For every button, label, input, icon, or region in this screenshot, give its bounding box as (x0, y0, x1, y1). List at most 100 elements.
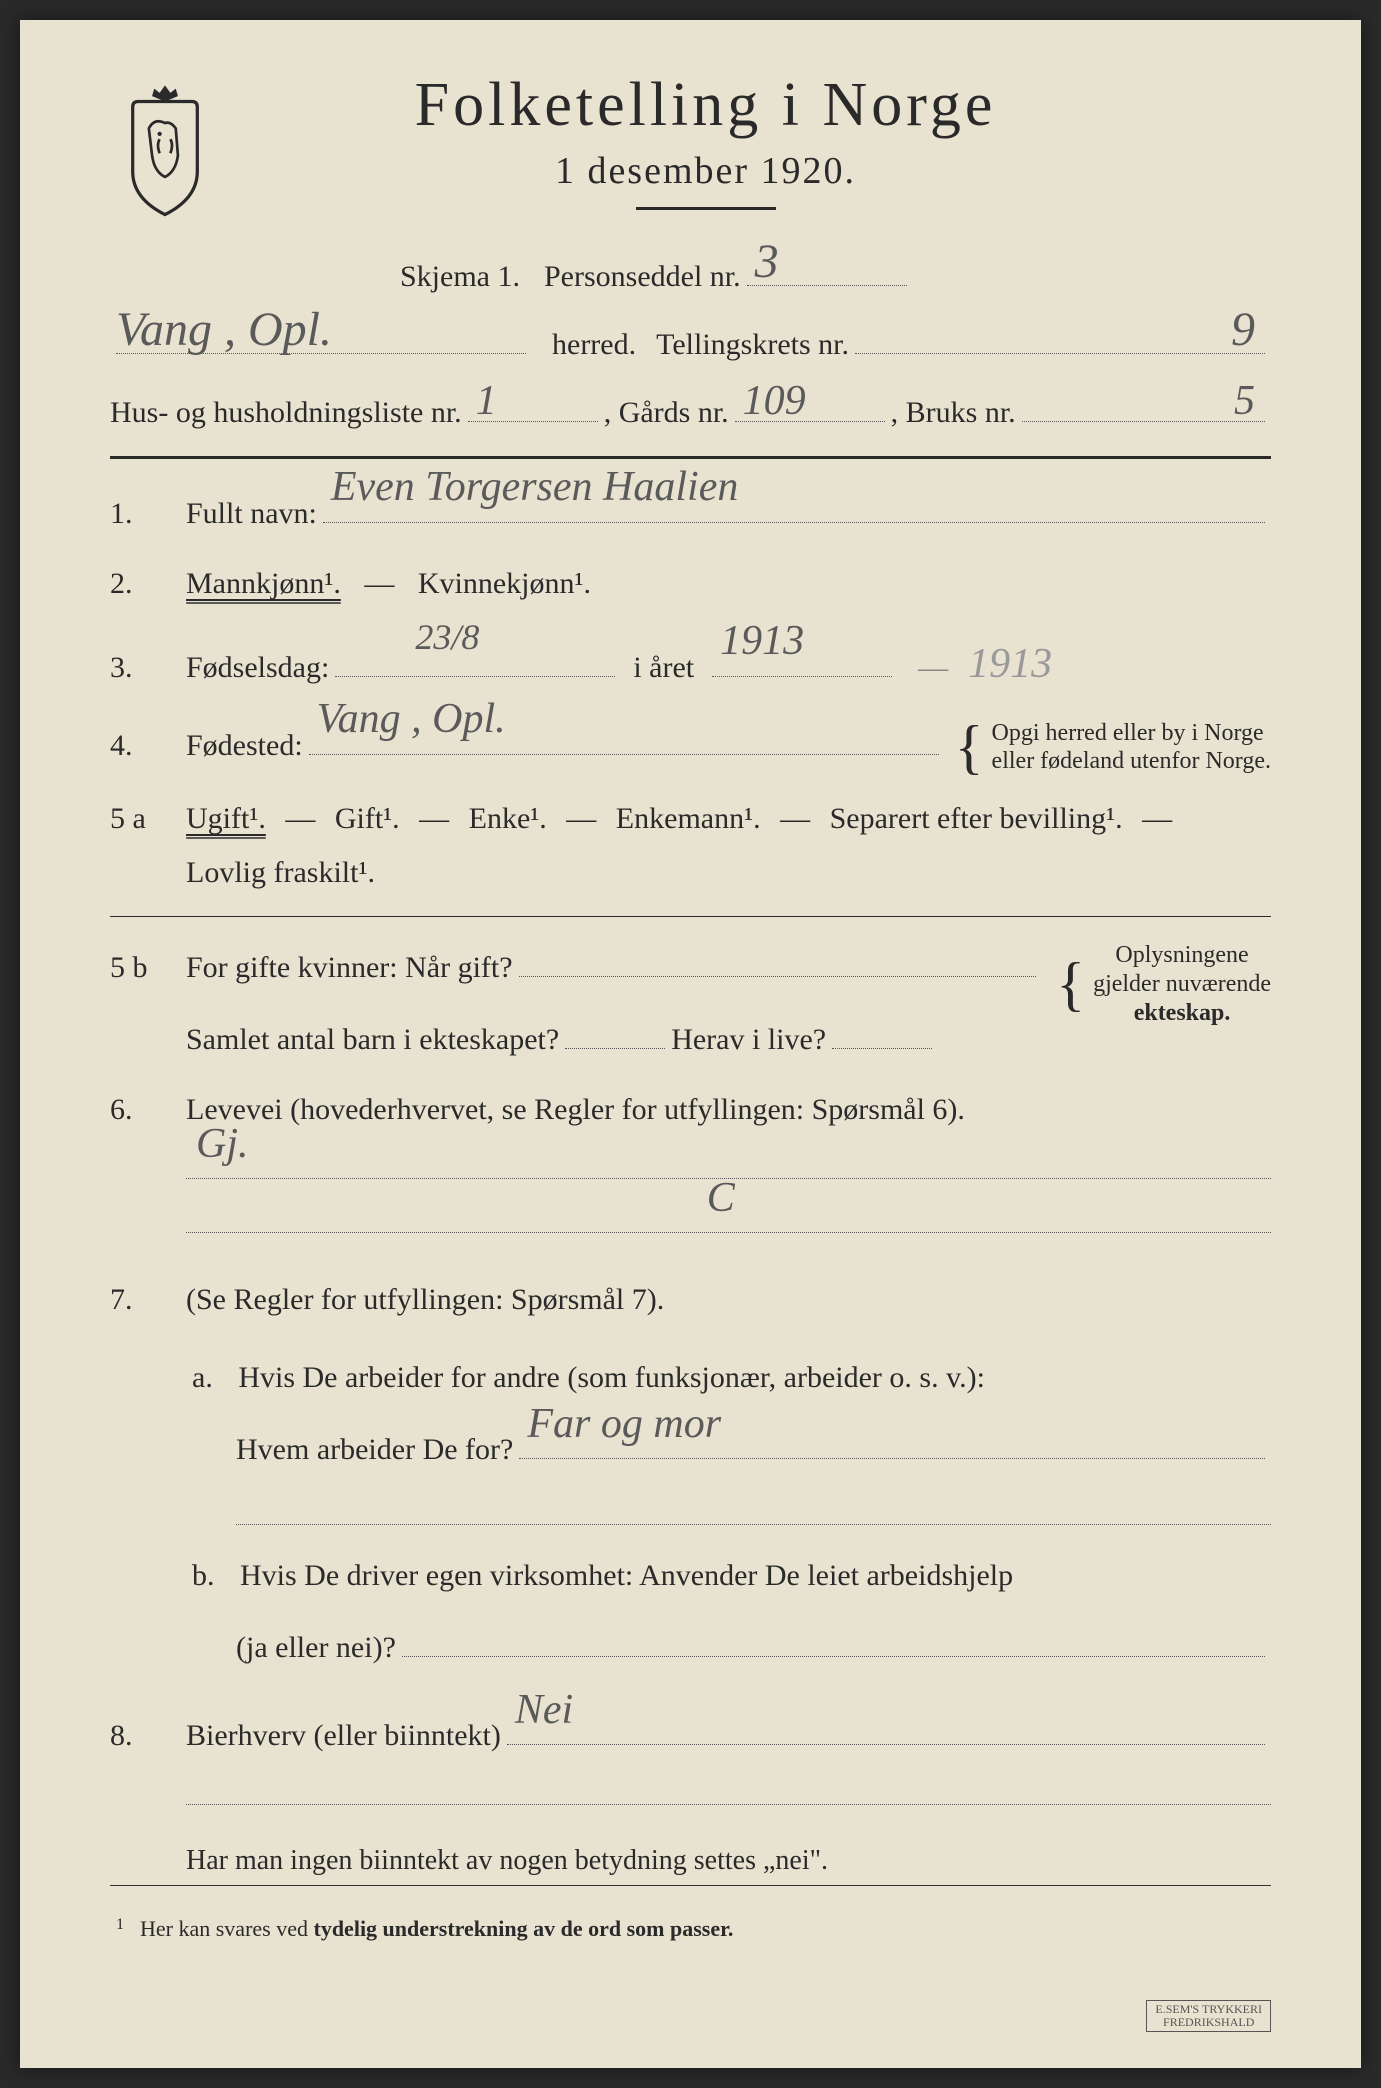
q2-num: 2. (110, 567, 166, 601)
tellingskrets-label: Tellingskrets nr. (656, 328, 849, 362)
q3: 3. Fødselsdag: 23/8 i året 1913 — 1913 (110, 627, 1271, 703)
q4-num: 4. (110, 729, 166, 763)
q5a-opt2: Gift¹. (335, 802, 400, 835)
q7a: a. Hvis De arbeider for andre (som funks… (186, 1351, 1271, 1525)
q7b: b. Hvis De driver egen virksomhet: Anven… (186, 1549, 1271, 1675)
q7b-l1: Hvis De driver egen virksomhet: Anvender… (240, 1559, 1013, 1592)
q3-day-field: 23/8 (335, 641, 615, 677)
q4: 4. Fødested: Vang , Opl. { Opgi herred e… (110, 719, 1271, 777)
q2-sep: — (364, 567, 394, 600)
q5b: 5 b For gifte kvinner: Når gift? Samlet … (110, 941, 1271, 1067)
herred-line: Vang , Opl. herred. Tellingskrets nr. 9 (110, 318, 1271, 368)
hus-field: 1 (468, 386, 598, 422)
q1-label: Fullt navn: (186, 487, 317, 541)
bruks-value: 5 (1234, 377, 1255, 425)
q6-value1: Gj. (196, 1107, 249, 1183)
q5b-live-field (832, 1013, 932, 1049)
q5b-l2b: Herav i live? (671, 1013, 826, 1067)
q8-label: Bierhverv (eller biinntekt) (186, 1709, 501, 1763)
q7: 7. (Se Regler for utfyllingen: Spørsmål … (110, 1273, 1271, 1693)
q2-opt2: Kvinnekjønn¹. (418, 567, 591, 600)
q5a-opt5: Separert efter bevilling¹. (830, 802, 1123, 835)
hus-label: Hus- og husholdningsliste nr. (110, 396, 462, 430)
q2: 2. Mannkjønn¹. — Kvinnekjønn¹. (110, 557, 1271, 611)
tellingskrets-value: 9 (1231, 302, 1255, 357)
bruks-field: 5 (1022, 386, 1265, 422)
q5a-num: 5 a (110, 802, 166, 836)
herred-label: herred. (552, 328, 636, 362)
tellingskrets-field: 9 (855, 318, 1265, 354)
q1-value: Even Torgersen Haalien (331, 450, 739, 526)
census-form-page: Folketelling i Norge 1 desember 1920. Sk… (20, 20, 1361, 2068)
herred-field: Vang , Opl. (116, 318, 526, 354)
skjema-pre: Skjema 1. (400, 260, 520, 294)
herred-value: Vang , Opl. (116, 302, 332, 357)
q7a-field2 (236, 1495, 1271, 1525)
q5a-opt1: Ugift¹. (186, 802, 266, 835)
q8-num: 8. (110, 1719, 166, 1753)
personseddel-value: 3 (755, 234, 779, 289)
q1: 1. Fullt navn: Even Torgersen Haalien (110, 487, 1271, 541)
q3-dash: — (918, 641, 948, 695)
gards-field: 109 (735, 386, 885, 422)
q1-field: Even Torgersen Haalien (323, 487, 1265, 523)
q8: 8. Bierhverv (eller biinntekt) Nei (110, 1709, 1271, 1829)
personseddel-field: 3 (747, 250, 907, 286)
q3-day: 23/8 (415, 605, 479, 670)
hus-line: Hus- og husholdningsliste nr. 1 , Gårds … (110, 386, 1271, 436)
gards-value: 109 (743, 377, 806, 425)
q5a-opt4: Enkemann¹. (616, 802, 761, 835)
q3-year: 1913 (720, 604, 804, 680)
footer-divider: Her kan svares ved tydelig understreknin… (110, 1885, 1271, 1942)
printer-stamp: E.SEM'S TRYKKERI FREDRIKSHALD (1146, 2000, 1271, 2032)
q7-label: (Se Regler for utfyllingen: Spørsmål 7). (186, 1283, 664, 1316)
q5a: 5 a Ugift¹. — Gift¹. — Enke¹. — Enkemann… (110, 792, 1271, 900)
coat-of-arms-icon (110, 80, 220, 220)
q3-num: 3. (110, 651, 166, 685)
q4-field: Vang , Opl. (309, 719, 939, 755)
title-rule (636, 207, 776, 210)
q4-note: Opgi herred eller by i Norge eller fødel… (992, 719, 1271, 777)
q4-label: Fødested: (186, 719, 303, 773)
q8-field: Nei (507, 1709, 1265, 1745)
bruks-label: , Bruks nr. (891, 396, 1016, 430)
q5b-brace: { (1056, 969, 1085, 999)
title-block: Folketelling i Norge 1 desember 1920. (250, 70, 1271, 210)
skjema-line: Skjema 1. Personseddel nr. 3 (110, 250, 1271, 300)
q6: 6. Levevei (hovederhvervet, se Regler fo… (110, 1083, 1271, 1257)
gards-label: , Gårds nr. (604, 396, 729, 430)
q1-num: 1. (110, 497, 166, 531)
q7a-value: Far og mor (527, 1387, 721, 1463)
q5b-barn-field (565, 1013, 665, 1049)
q6-field2: C (186, 1203, 1271, 1233)
q5b-l2a: Samlet antal barn i ekteskapet? (186, 1013, 559, 1067)
q8-field2 (186, 1775, 1271, 1805)
q5a-opt6: Lovlig fraskilt¹. (186, 856, 375, 889)
q4-brace: { (955, 732, 984, 762)
hus-value: 1 (476, 377, 497, 425)
q7a-l2: Hvem arbeider De for? (236, 1423, 513, 1477)
q5a-opt3: Enke¹. (469, 802, 547, 835)
q7a-num: a. (192, 1361, 213, 1394)
q5b-gift-field (519, 941, 1037, 977)
q3-mid: i året (633, 641, 694, 695)
q3-label: Fødselsdag: (186, 641, 329, 695)
main-title: Folketelling i Norge (250, 70, 1161, 141)
header: Folketelling i Norge 1 desember 1920. (110, 70, 1271, 220)
q2-opt1: Mannkjønn¹. (186, 567, 341, 600)
q5b-note: Oplysningene gjelder nuværende ekteskap. (1093, 941, 1271, 1027)
footer-note: Har man ingen biinntekt av nogen betydni… (110, 1845, 1271, 1877)
q6-label: Levevei (hovederhvervet, se Regler for u… (186, 1093, 965, 1126)
subtitle: 1 desember 1920. (250, 149, 1161, 193)
footnote: Her kan svares ved tydelig understreknin… (110, 1916, 1271, 1942)
q5b-num: 5 b (110, 951, 166, 985)
q7b-l2: (ja eller nei)? (236, 1621, 396, 1675)
q7b-field (402, 1621, 1265, 1657)
divider-2 (110, 916, 1271, 917)
q7b-num: b. (192, 1559, 215, 1592)
q5b-l1: For gifte kvinner: Når gift? (186, 941, 513, 995)
q3-year2: 1913 (968, 627, 1052, 703)
q7-num: 7. (110, 1283, 166, 1317)
q6-num: 6. (110, 1093, 166, 1127)
q4-value: Vang , Opl. (317, 682, 506, 758)
